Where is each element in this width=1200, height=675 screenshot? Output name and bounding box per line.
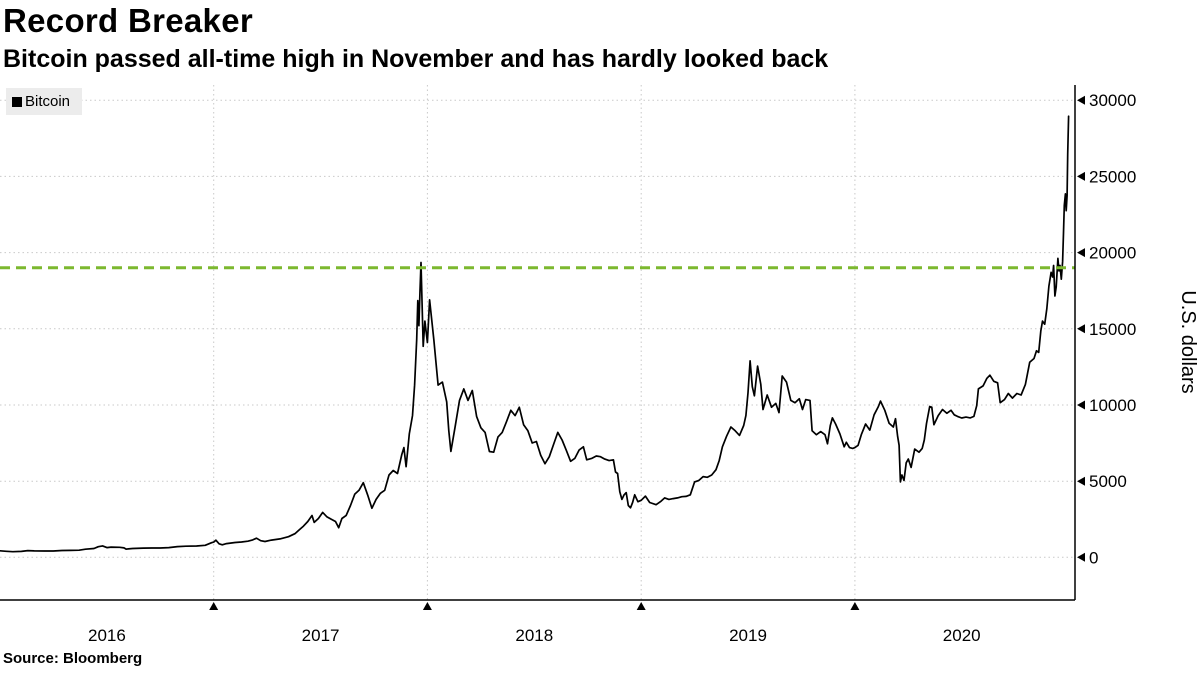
y-axis-tick-icon	[1077, 95, 1085, 105]
y-axis-tick-label: 5000	[1089, 472, 1127, 491]
x-axis-tick-icon	[636, 602, 646, 610]
y-axis-tick-icon	[1077, 552, 1085, 562]
chart-title: Record Breaker	[3, 2, 253, 39]
y-axis-tick-label: 20000	[1089, 244, 1136, 263]
x-axis-tick-icon	[209, 602, 219, 610]
legend-label: Bitcoin	[25, 93, 71, 110]
y-axis-tick-label: 10000	[1089, 396, 1136, 415]
y-axis-tick-label: 30000	[1089, 91, 1136, 110]
y-axis-tick-label: 0	[1089, 548, 1098, 567]
x-axis-tick-label: 2019	[729, 626, 767, 645]
bitcoin-price-line	[0, 115, 1070, 553]
y-axis-title: U.S. dollars	[1177, 290, 1199, 393]
x-axis-tick-label: 2016	[88, 626, 126, 645]
x-axis-tick-icon	[422, 602, 432, 610]
legend: Bitcoin	[6, 88, 83, 115]
y-axis-tick-icon	[1077, 324, 1085, 334]
y-axis-tick-icon	[1077, 171, 1085, 181]
y-axis-tick-icon	[1077, 476, 1085, 486]
y-axis-tick-icon	[1077, 248, 1085, 258]
legend-swatch-icon	[12, 96, 22, 107]
x-axis-tick-label: 2017	[302, 626, 340, 645]
x-axis-tick-icon	[850, 602, 860, 610]
chart-subtitle: Bitcoin passed all-time high in November…	[3, 45, 829, 73]
y-axis-tick-label: 25000	[1089, 167, 1136, 186]
source-attribution: Source: Bloomberg	[3, 650, 143, 667]
y-axis-tick-icon	[1077, 400, 1085, 410]
y-axis-tick-label: 15000	[1089, 320, 1136, 339]
x-axis-tick-label: 2018	[515, 626, 553, 645]
x-axis-tick-label: 2020	[943, 626, 981, 645]
